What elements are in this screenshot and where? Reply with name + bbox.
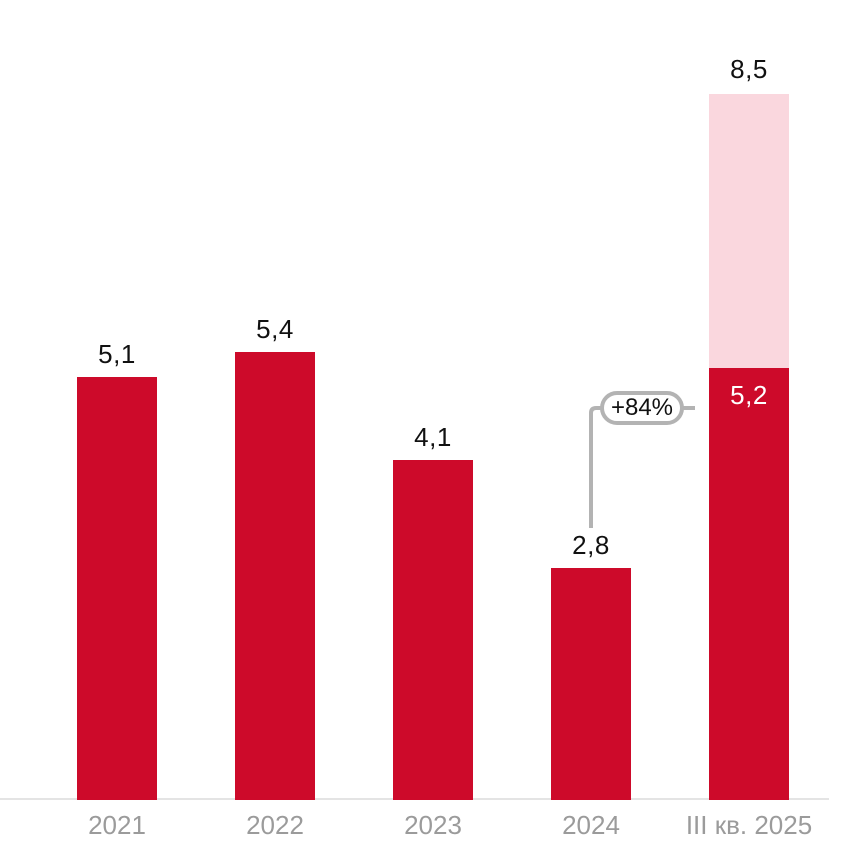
bar-2022 (235, 352, 315, 800)
annotation-pill: +84% (600, 391, 684, 425)
bar-value-label-inside: 5,2 (730, 380, 768, 410)
bar-value-label: 4,1 (414, 422, 452, 452)
bar-value-label: 5,1 (98, 339, 136, 369)
x-axis-label: 2024 (562, 810, 620, 840)
bar-value-label: 5,4 (256, 314, 294, 344)
bar-2023 (393, 460, 473, 800)
bar-2021 (77, 377, 157, 800)
x-axis-label: 2023 (404, 810, 462, 840)
stack-total-label: 8,5 (730, 54, 768, 84)
bar-value-label: 2,8 (572, 530, 610, 560)
bar-2024 (551, 568, 631, 800)
x-axis-label: 2021 (88, 810, 146, 840)
x-axis-label: III кв. 2025 (685, 810, 813, 840)
bar-stack-extension (709, 94, 789, 368)
annotation-text: +84% (610, 394, 674, 421)
x-axis-label: 2022 (246, 810, 304, 840)
bar-iii-кв-2025 (709, 368, 789, 800)
